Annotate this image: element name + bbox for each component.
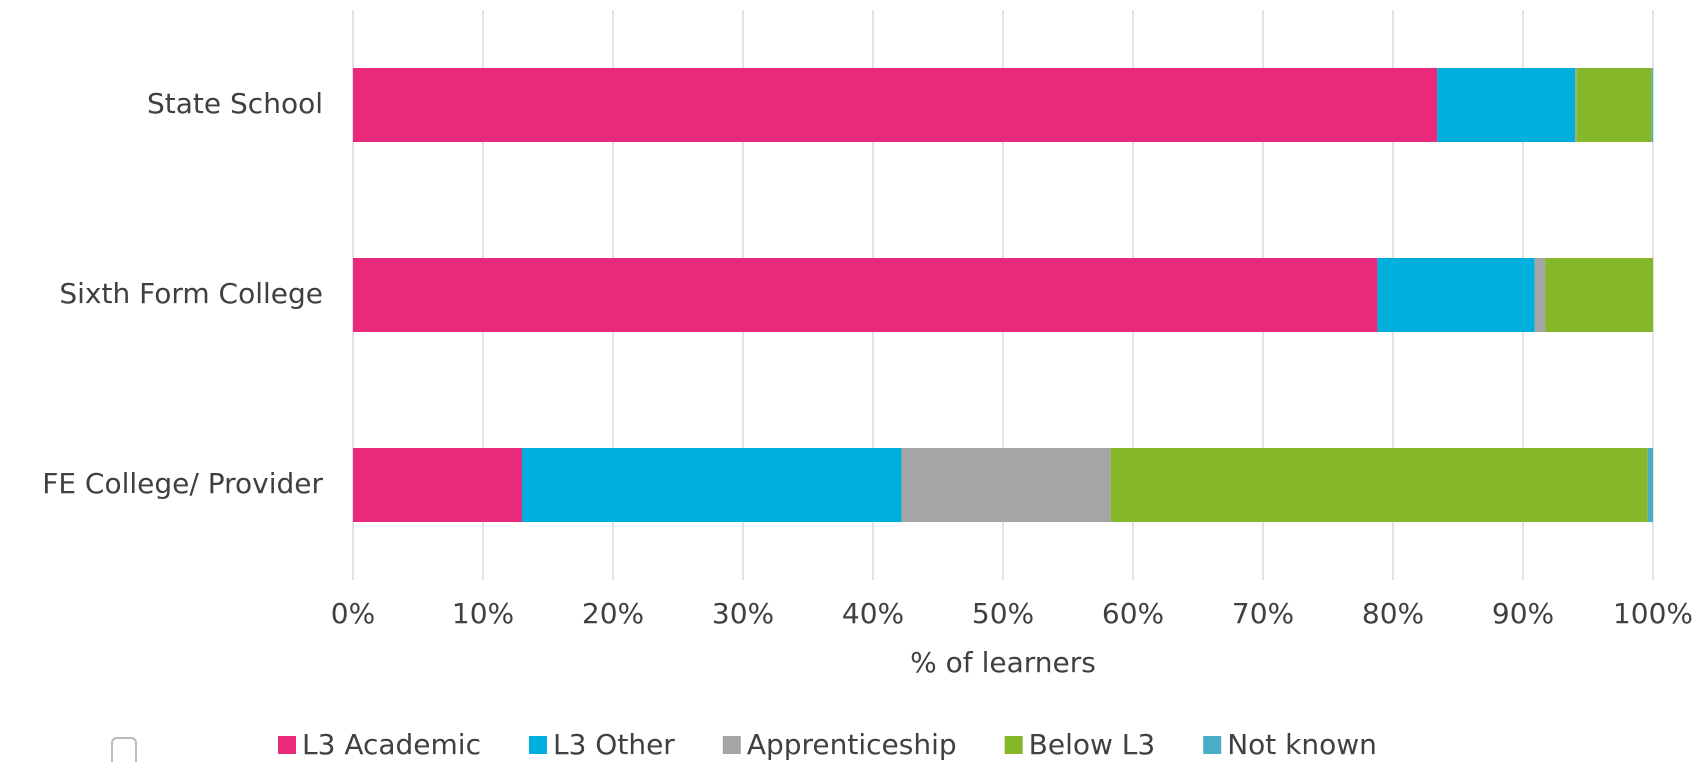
x-tick-label: 0% [331,597,375,630]
y-tick-label: State School [147,87,323,120]
legend-label: L3 Other [553,728,675,761]
x-tick-label: 10% [452,597,514,630]
bar-segment [1576,68,1652,142]
legend-swatch [1203,736,1222,754]
x-tick-label: 50% [972,597,1034,630]
bar-segment [1534,258,1546,332]
x-tick-label: 30% [712,597,774,630]
legend-swatch [722,736,741,754]
bar-segment [522,448,902,522]
legend-label: L3 Academic [302,728,481,761]
legend-label: Below L3 [1029,728,1156,761]
legend-label: Apprenticeship [747,728,957,761]
bar-segment [353,448,522,522]
x-axis-label: % of learners [910,646,1096,679]
bar-segment [1377,258,1535,332]
bar-segment [1545,258,1653,332]
bar-segment [1575,68,1577,142]
bar-segment [1110,448,1648,522]
legend-label: Not known [1227,728,1377,761]
y-tick-label: Sixth Form College [59,277,323,310]
x-tick-label: 100% [1613,597,1693,630]
bar-segment [1651,68,1653,142]
legend-swatch [1004,736,1023,754]
bar-segment [1437,68,1575,142]
x-tick-label: 90% [1492,597,1554,630]
bar-segment [1647,448,1653,522]
y-tick-label: FE College/ Provider [42,467,323,500]
x-tick-label: 20% [582,597,644,630]
x-tick-label: 80% [1362,597,1424,630]
bar-segment [353,258,1378,332]
legend-swatch [528,736,547,754]
x-tick-label: 40% [842,597,904,630]
legend-swatch [278,736,296,754]
bar-segment [901,448,1111,522]
bar-segment [353,68,1438,142]
x-tick-label: 60% [1102,597,1164,630]
x-tick-label: 70% [1232,597,1294,630]
icon [111,737,137,762]
